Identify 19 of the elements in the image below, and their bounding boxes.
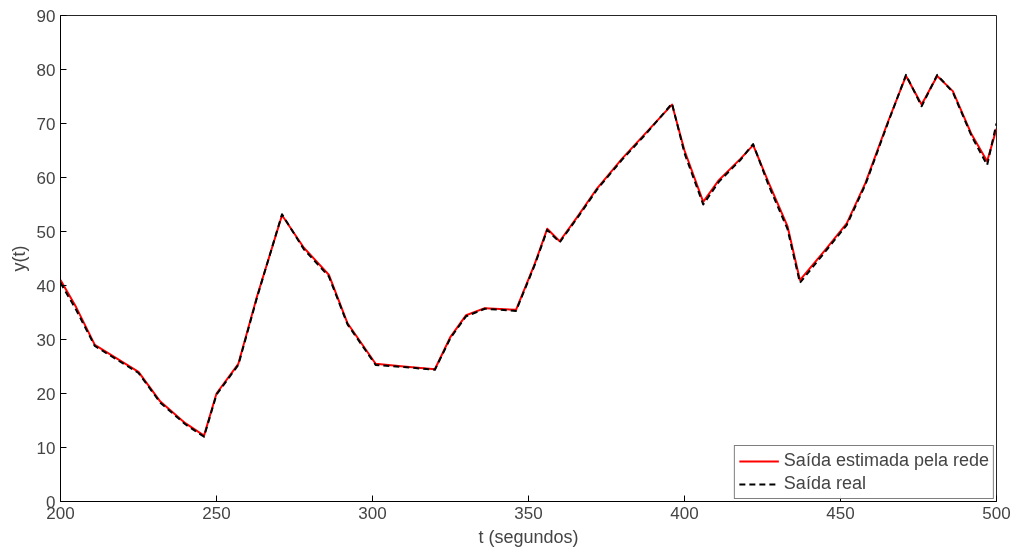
y-tick-label: 30 [36, 330, 56, 350]
legend-label: Saída estimada pela rede [783, 450, 989, 471]
y-tick-label: 20 [36, 384, 56, 404]
x-tick-label: 350 [514, 503, 543, 523]
y-tick-label: 90 [36, 6, 56, 26]
x-tick-label: 500 [982, 503, 1011, 523]
x-tick-label: 400 [670, 503, 699, 523]
y-axis-title: y(t) [8, 245, 29, 272]
y-tick-label: 80 [36, 60, 56, 80]
x-tick-label: 250 [202, 503, 231, 523]
legend-label: Saída real [783, 473, 866, 494]
y-tick-label: 10 [36, 438, 56, 458]
y-tick-label: 60 [36, 168, 56, 188]
y-tick-label: 50 [36, 222, 56, 242]
x-tick-label: 450 [826, 503, 855, 523]
y-tick-label: 40 [36, 276, 56, 296]
x-axis-title: t (segundos) [478, 526, 579, 547]
x-tick-label: 300 [358, 503, 387, 523]
y-tick-label: 70 [36, 114, 56, 134]
